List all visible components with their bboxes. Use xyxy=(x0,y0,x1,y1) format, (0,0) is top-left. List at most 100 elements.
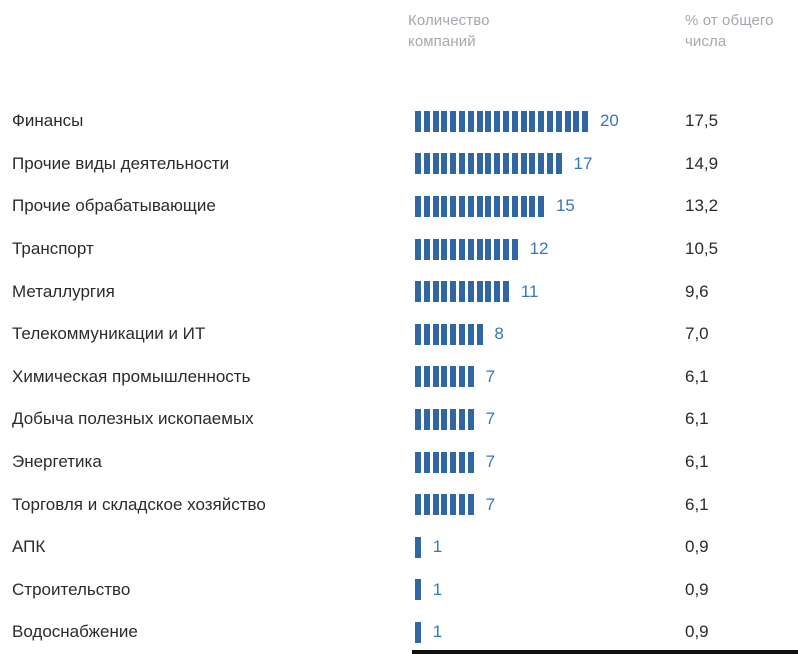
row-label: Энергетика xyxy=(12,452,102,472)
bar-segment xyxy=(529,195,536,217)
row-label: Телекоммуникации и ИТ xyxy=(12,324,206,344)
bar-cell: 15 xyxy=(415,195,685,217)
bar-segment xyxy=(546,153,553,175)
segmented-bar xyxy=(415,579,424,601)
segmented-bar xyxy=(415,281,512,303)
bar-segment xyxy=(458,323,465,345)
bar-segment xyxy=(467,323,474,345)
percent-value: 0,9 xyxy=(685,622,709,642)
bar-segment xyxy=(415,323,421,345)
bar-segment xyxy=(582,110,589,132)
bar-segment xyxy=(467,494,474,516)
bar-segment xyxy=(450,408,457,430)
segmented-bar xyxy=(415,195,547,217)
bar-segment xyxy=(423,366,430,388)
percent-value: 6,1 xyxy=(685,366,709,386)
bar-segment xyxy=(458,195,465,217)
bar-segment xyxy=(441,110,448,132)
bar-segment xyxy=(458,238,465,260)
bar-segment xyxy=(467,366,474,388)
bar-cell: 7 xyxy=(415,494,685,516)
bar-segment xyxy=(502,110,509,132)
percent-column-header: % от общего числа xyxy=(685,12,774,50)
bar-segment xyxy=(450,153,457,175)
segmented-bar xyxy=(415,366,477,388)
bar-segment xyxy=(415,110,421,132)
bar-segment xyxy=(432,366,439,388)
bar-segment xyxy=(458,110,465,132)
count-value: 7 xyxy=(485,409,496,429)
row-label: Строительство xyxy=(12,579,131,599)
row-label: Химическая промышленность xyxy=(12,366,251,386)
bar-segment xyxy=(432,281,439,303)
segmented-bar xyxy=(415,451,477,473)
bar-segment xyxy=(450,195,457,217)
bar-segment xyxy=(476,238,483,260)
row-label: Металлургия xyxy=(12,281,115,301)
chart-row: Телекоммуникации и ИТ 8 7,0 xyxy=(12,313,798,356)
bar-segment xyxy=(467,195,474,217)
bar-segment xyxy=(441,281,448,303)
percent-value: 13,2 xyxy=(685,196,719,216)
count-value: 7 xyxy=(485,452,496,472)
bar-segment xyxy=(450,238,457,260)
bar-segment xyxy=(529,153,536,175)
chart-row: Химическая промышленность 7 6,1 xyxy=(12,356,798,399)
bar-segment xyxy=(467,281,474,303)
row-label: Торговля и складское хозяйство xyxy=(12,494,266,514)
bar-cell: 7 xyxy=(415,408,685,430)
bar-segment xyxy=(476,323,483,345)
chart-rows: Финансы 20 17,5 Прочие виды деятельности 17 1… xyxy=(12,100,798,654)
bar-segment xyxy=(415,281,421,303)
bar-segment xyxy=(485,153,492,175)
bar-segment xyxy=(450,281,457,303)
percent-value: 14,9 xyxy=(685,153,719,173)
percent-value: 7,0 xyxy=(685,324,709,344)
bar-segment xyxy=(520,195,527,217)
bar-segment xyxy=(415,621,421,643)
count-value: 7 xyxy=(485,494,496,514)
percent-value: 0,9 xyxy=(685,537,709,557)
percent-value: 6,1 xyxy=(685,494,709,514)
chart-row: Металлургия 11 9,6 xyxy=(12,270,798,313)
bar-segment xyxy=(476,110,483,132)
bar-segment xyxy=(485,281,492,303)
row-label: Транспорт xyxy=(12,239,94,259)
bar-segment xyxy=(423,281,430,303)
segmented-bar xyxy=(415,323,485,345)
bar-segment xyxy=(432,195,439,217)
bar-segment xyxy=(441,323,448,345)
bar-segment xyxy=(494,153,501,175)
bar-segment xyxy=(458,408,465,430)
bar-segment xyxy=(432,238,439,260)
bar-segment xyxy=(555,110,562,132)
bar-segment xyxy=(441,408,448,430)
bar-segment xyxy=(432,408,439,430)
bar-segment xyxy=(450,366,457,388)
bar-cell: 12 xyxy=(415,238,685,260)
bar-segment xyxy=(432,451,439,473)
percent-value: 0,9 xyxy=(685,579,709,599)
row-label: АПК xyxy=(12,537,46,557)
bar-segment xyxy=(441,153,448,175)
count-value: 12 xyxy=(529,239,549,259)
bar-segment xyxy=(511,110,518,132)
bar-segment xyxy=(441,494,448,516)
count-value: 1 xyxy=(432,579,443,599)
bar-segment xyxy=(502,281,509,303)
bar-segment xyxy=(423,494,430,516)
bar-cell: 7 xyxy=(415,451,685,473)
bar-segment xyxy=(573,110,580,132)
row-label: Прочие виды деятельности xyxy=(12,153,230,173)
bar-segment xyxy=(432,110,439,132)
bar-segment xyxy=(441,195,448,217)
bar-segment xyxy=(441,366,448,388)
bar-segment xyxy=(423,238,430,260)
row-label: Финансы xyxy=(12,111,84,131)
count-value: 15 xyxy=(555,196,575,216)
percent-value: 10,5 xyxy=(685,239,719,259)
bar-segment xyxy=(476,153,483,175)
bar-segment xyxy=(415,536,421,558)
chart-row: Прочие виды деятельности 17 14,9 xyxy=(12,143,798,186)
